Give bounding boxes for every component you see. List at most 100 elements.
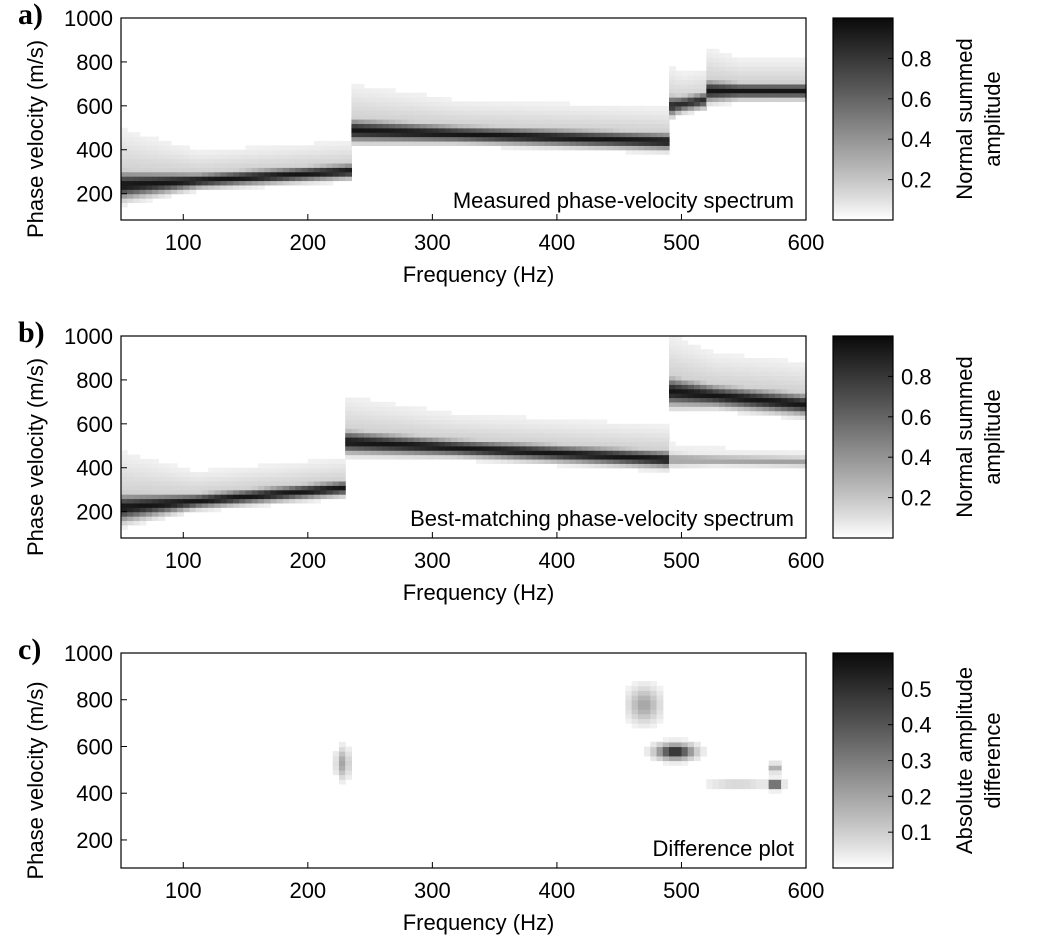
heatmap-cell — [799, 450, 807, 456]
heatmap-cell — [121, 467, 128, 473]
heatmap-cell — [637, 114, 645, 120]
heatmap-cell — [743, 375, 751, 381]
heatmap-cell — [532, 145, 539, 151]
heatmap-cell — [301, 162, 309, 168]
heatmap-cell — [650, 441, 658, 447]
heatmap-cell — [401, 114, 409, 120]
heatmap-cell — [656, 428, 664, 434]
heatmap-cell — [669, 406, 676, 412]
heatmap-cell — [768, 410, 776, 416]
heatmap-cell — [569, 458, 577, 464]
heatmap-cell — [220, 494, 228, 500]
heatmap-cell — [426, 445, 433, 451]
heatmap-cell — [201, 184, 209, 190]
heatmap-cell — [631, 441, 639, 447]
heatmap-cell — [631, 718, 639, 724]
x-axis-label: Frequency (Hz) — [403, 580, 555, 605]
heatmap-cell — [743, 88, 751, 94]
heatmap-cell — [245, 184, 253, 190]
heatmap-cell — [662, 127, 670, 133]
heatmap-cell — [637, 119, 645, 124]
heatmap-cell — [662, 467, 670, 473]
heatmap-cell — [438, 132, 446, 138]
heatmap-cell — [363, 132, 371, 138]
heatmap-cell — [226, 149, 234, 155]
heatmap-cell — [164, 494, 172, 500]
heatmap-cell — [457, 140, 465, 146]
heatmap-cell — [395, 441, 402, 447]
heatmap-cell — [395, 140, 402, 146]
heatmap-cell — [127, 507, 135, 513]
heatmap-cell — [264, 502, 272, 508]
heatmap-cell — [687, 388, 695, 394]
heatmap-cell — [669, 371, 676, 377]
heatmap-cell — [351, 454, 359, 460]
heatmap-cell — [444, 140, 452, 146]
heatmap-cell — [438, 445, 446, 451]
heatmap-cell — [388, 92, 396, 98]
heatmap-cell — [507, 132, 514, 138]
heatmap-cell — [127, 502, 135, 508]
heatmap-cell — [444, 127, 452, 133]
heatmap-cell — [475, 445, 483, 451]
heatmap-cell — [793, 57, 801, 63]
heatmap-cell — [718, 779, 726, 785]
heatmap-cell — [712, 48, 720, 54]
heatmap-cell — [376, 401, 384, 407]
heatmap-cell — [669, 344, 676, 350]
heatmap-cell — [737, 375, 745, 381]
heatmap-cell — [388, 406, 396, 412]
heatmap-cell — [675, 384, 683, 390]
heatmap-cell — [282, 467, 290, 473]
heatmap-cell — [700, 401, 707, 407]
heatmap-cell — [451, 110, 458, 116]
heatmap-cell — [550, 132, 558, 138]
heatmap-cell — [625, 458, 633, 464]
heatmap-cell — [737, 70, 745, 76]
heatmap-cell — [382, 119, 390, 124]
heatmap-cell — [276, 485, 284, 491]
heatmap-cell — [438, 415, 446, 421]
panel-label: a) — [18, 0, 43, 31]
heatmap-cell — [338, 489, 346, 495]
heatmap-cell — [419, 437, 427, 442]
heatmap-cell — [768, 458, 776, 464]
colorbar-label: difference — [980, 712, 1005, 808]
heatmap-cell — [363, 105, 371, 111]
heatmap-cell — [556, 145, 564, 151]
heatmap-cell — [544, 423, 552, 429]
heatmap-cell — [413, 415, 421, 421]
heatmap-cell — [363, 119, 371, 124]
heatmap-cell — [550, 114, 558, 120]
heatmap-cell — [575, 114, 583, 120]
heatmap-cell — [625, 704, 633, 710]
heatmap-cell — [600, 437, 608, 442]
heatmap-cell — [152, 193, 159, 199]
heatmap-cell — [494, 450, 502, 456]
heatmap-cell — [370, 423, 377, 429]
heatmap-cell — [712, 101, 720, 107]
heatmap-cell — [563, 101, 570, 107]
heatmap-cell — [432, 101, 440, 107]
heatmap-cell — [170, 189, 178, 195]
heatmap-cell — [444, 419, 452, 425]
heatmap-cell — [133, 463, 141, 469]
heatmap-cell — [145, 189, 153, 195]
heatmap-cell — [693, 746, 701, 752]
heatmap-cell — [538, 423, 546, 429]
heatmap-cell — [251, 485, 259, 491]
heatmap-cell — [637, 723, 645, 729]
heatmap-cell — [482, 123, 490, 129]
heatmap-cell — [139, 189, 147, 195]
heatmap-cell — [158, 193, 166, 199]
heatmap-cell — [482, 458, 490, 464]
heatmap-cell — [774, 366, 782, 372]
heatmap-cell — [233, 489, 240, 495]
heatmap-cell — [351, 101, 359, 107]
heatmap-cell — [500, 454, 508, 460]
heatmap-cell — [388, 450, 396, 456]
heatmap-cell — [457, 136, 465, 142]
heatmap-cell — [706, 371, 714, 377]
heatmap-cell — [133, 184, 141, 190]
heatmap-cell — [725, 70, 732, 76]
